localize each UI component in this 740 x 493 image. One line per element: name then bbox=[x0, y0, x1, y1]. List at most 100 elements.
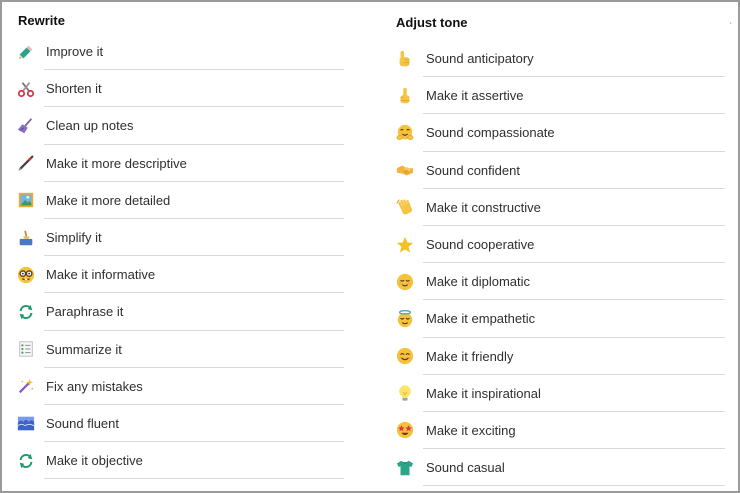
menu-item-more-descriptive[interactable]: Make it more descriptive bbox=[2, 145, 346, 182]
menu-item-clean-up-notes[interactable]: Clean up notes bbox=[2, 107, 346, 145]
divider bbox=[423, 224, 725, 226]
waving-hand-icon bbox=[395, 197, 415, 217]
divider bbox=[423, 336, 725, 338]
menu-item-shorten-it[interactable]: Shorten it bbox=[2, 70, 346, 108]
menu-item-simplify-it[interactable]: Simplify it bbox=[2, 219, 346, 257]
menu-item-compassionate[interactable]: Sound compassionate bbox=[385, 114, 725, 152]
divider bbox=[44, 180, 344, 182]
pen-icon bbox=[16, 153, 36, 173]
menu-item-label: Make it diplomatic bbox=[426, 274, 531, 290]
menu-item-diplomatic[interactable]: Make it diplomatic bbox=[385, 263, 725, 301]
menu-item-label: Sound fluent bbox=[46, 415, 120, 431]
scissors-icon bbox=[16, 79, 36, 99]
divider bbox=[44, 441, 344, 443]
divider bbox=[423, 76, 725, 78]
divider bbox=[423, 299, 725, 301]
divider bbox=[44, 143, 344, 145]
rewrite-heading: Rewrite bbox=[18, 13, 65, 28]
menu-item-label: Make it informative bbox=[46, 267, 156, 283]
divider bbox=[423, 448, 725, 450]
pencil-icon bbox=[16, 42, 36, 62]
star-eyes-face-icon bbox=[395, 420, 415, 440]
menu-item-cooperative[interactable]: Sound cooperative bbox=[385, 226, 725, 264]
menu-item-label: Make it more descriptive bbox=[46, 155, 187, 171]
menu-item-label: Sound compassionate bbox=[426, 125, 555, 141]
divider bbox=[423, 262, 725, 264]
menu-item-friendly[interactable]: Make it friendly bbox=[385, 338, 725, 375]
divider bbox=[423, 187, 725, 189]
divider bbox=[423, 485, 725, 487]
water-wave-icon bbox=[16, 413, 36, 433]
index-up-icon bbox=[395, 86, 415, 106]
menu-item-informative[interactable]: Make it informative bbox=[2, 256, 346, 294]
menu-item-label: Paraphrase it bbox=[46, 304, 124, 320]
menu-item-improve-it[interactable]: Improve it bbox=[2, 33, 346, 71]
handshake-icon bbox=[395, 160, 415, 180]
menu-item-label: Fix any mistakes bbox=[46, 378, 143, 394]
tone-list: Sound anticipatory Make it assertive Sou… bbox=[385, 40, 725, 487]
hugging-face-icon bbox=[395, 123, 415, 143]
menu-item-label: Make it friendly bbox=[426, 348, 514, 364]
menu-item-paraphrase-it[interactable]: Paraphrase it bbox=[2, 293, 346, 331]
menu-item-constructive[interactable]: Make it constructive bbox=[385, 189, 725, 226]
tshirt-icon bbox=[395, 458, 415, 478]
divider bbox=[423, 150, 725, 152]
menu-item-label: Make it exciting bbox=[426, 422, 516, 438]
halo-face-icon bbox=[395, 309, 415, 329]
menu-item-assertive[interactable]: Make it assertive bbox=[385, 77, 725, 115]
menu-item-label: Sound cooperative bbox=[426, 237, 535, 253]
menu-item-exciting[interactable]: Make it exciting bbox=[385, 412, 725, 450]
framed-picture-icon bbox=[16, 190, 36, 210]
divider bbox=[44, 255, 344, 257]
cycle-arrows-icon bbox=[16, 302, 36, 322]
bullet-list-icon bbox=[16, 339, 36, 359]
menu-item-label: Make it more detailed bbox=[46, 192, 171, 208]
magic-wand-icon bbox=[16, 376, 36, 396]
broom-icon bbox=[16, 116, 36, 136]
menu-item-more-detailed[interactable]: Make it more detailed bbox=[2, 182, 346, 219]
divider bbox=[44, 366, 344, 368]
divider bbox=[44, 106, 344, 108]
menu-item-label: Make it objective bbox=[46, 453, 143, 469]
divider bbox=[44, 217, 344, 219]
divider bbox=[44, 403, 344, 405]
menu-item-label: Sound confident bbox=[426, 162, 520, 178]
menu-item-objective[interactable]: Make it objective bbox=[2, 442, 346, 480]
broom-bucket-icon bbox=[16, 228, 36, 248]
divider bbox=[44, 329, 344, 331]
menu-item-sound-fluent[interactable]: Sound fluent bbox=[2, 405, 346, 443]
menu-item-anticipatory[interactable]: Sound anticipatory bbox=[385, 40, 725, 78]
menu-item-label: Make it assertive bbox=[426, 88, 524, 104]
menu-item-label: Make it constructive bbox=[426, 199, 541, 215]
cycle-arrows-icon bbox=[16, 451, 36, 471]
menu-item-label: Clean up notes bbox=[46, 118, 134, 134]
menu-item-label: Simplify it bbox=[46, 230, 102, 246]
relieved-face-icon bbox=[395, 272, 415, 292]
menu-item-label: Shorten it bbox=[46, 81, 102, 97]
rewrite-list: Improve it Shorten it Clean up notes bbox=[2, 33, 346, 480]
menu-item-label: Sound casual bbox=[426, 460, 505, 476]
divider bbox=[44, 478, 344, 480]
lightbulb-icon bbox=[395, 383, 415, 403]
scroll-marker: ˋ bbox=[729, 22, 733, 33]
menu-item-casual[interactable]: Sound casual bbox=[385, 449, 725, 487]
menu-item-confident[interactable]: Sound confident bbox=[385, 152, 725, 189]
menu-item-label: Make it empathetic bbox=[426, 311, 536, 327]
pointing-hand-icon bbox=[395, 49, 415, 69]
divider bbox=[423, 410, 725, 412]
star-icon bbox=[395, 235, 415, 255]
menu-item-inspirational[interactable]: Make it inspirational bbox=[385, 375, 725, 412]
divider bbox=[44, 292, 344, 294]
menu-item-label: Summarize it bbox=[46, 341, 122, 357]
divider bbox=[423, 113, 725, 115]
smile-face-icon bbox=[395, 346, 415, 366]
menu-item-summarize-it[interactable]: Summarize it bbox=[2, 331, 346, 368]
divider bbox=[423, 373, 725, 375]
divider bbox=[44, 69, 344, 71]
menu-item-label: Sound anticipatory bbox=[426, 51, 534, 67]
menu-item-fix-mistakes[interactable]: Fix any mistakes bbox=[2, 368, 346, 405]
menu-item-empathetic[interactable]: Make it empathetic bbox=[385, 300, 725, 338]
menu-item-label: Make it inspirational bbox=[426, 385, 541, 401]
menu-item-label: Improve it bbox=[46, 44, 104, 60]
